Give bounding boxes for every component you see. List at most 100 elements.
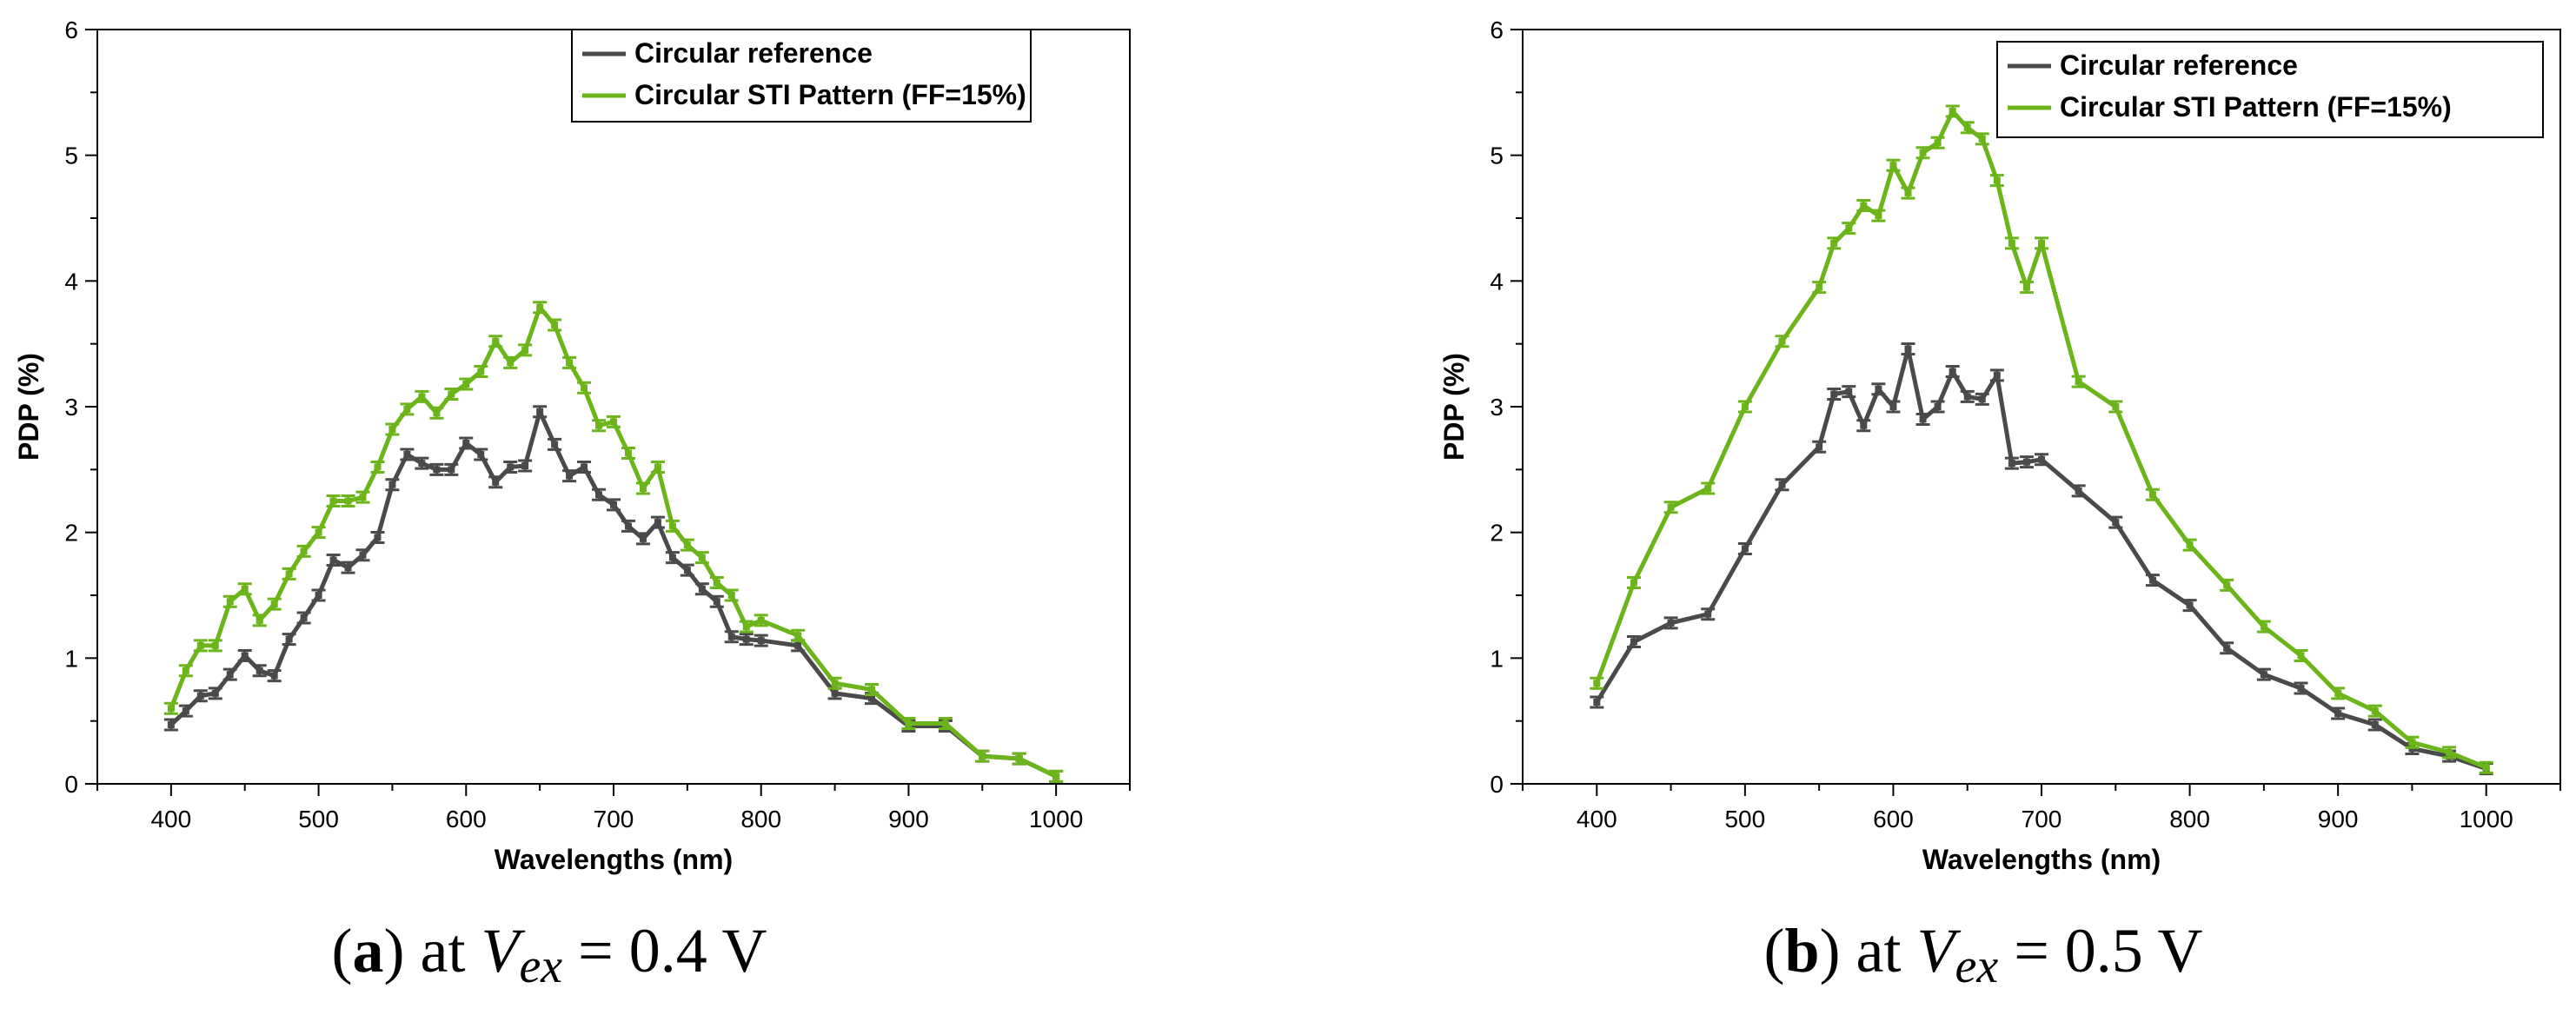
- data-point: [1904, 345, 1912, 353]
- data-point: [256, 667, 263, 674]
- data-point: [1741, 403, 1749, 410]
- data-point: [581, 463, 588, 471]
- data-point: [300, 547, 308, 555]
- y-tick-label: 4: [64, 268, 78, 295]
- data-point: [433, 409, 441, 417]
- data-point: [639, 485, 647, 493]
- data-point: [2008, 460, 2015, 468]
- legend: Circular reference Circular STI Pattern (…: [571, 29, 1032, 123]
- plot-frame: [1522, 29, 2561, 785]
- data-point: [448, 466, 455, 474]
- data-point: [1830, 239, 1838, 247]
- data-point: [794, 632, 802, 640]
- data-point: [1904, 189, 1912, 197]
- x-tick-label: 800: [2169, 806, 2210, 833]
- data-point: [1919, 149, 1927, 156]
- data-point: [462, 380, 470, 388]
- data-point: [1816, 443, 1823, 451]
- data-point: [1015, 755, 1023, 763]
- y-tick-label: 2: [1490, 520, 1504, 547]
- data-point: [1704, 485, 1712, 493]
- series-circular-sti-pattern: [163, 301, 1064, 783]
- caption-letter: a: [353, 916, 384, 985]
- x-tick-label: 700: [2022, 806, 2062, 833]
- data-point: [2022, 458, 2030, 466]
- data-point: [2482, 764, 2490, 772]
- data-point: [757, 637, 765, 645]
- data-point: [2260, 623, 2267, 631]
- data-point: [418, 393, 426, 401]
- x-tick-label: 400: [1577, 806, 1617, 833]
- data-point: [1704, 610, 1712, 618]
- data-point: [536, 303, 544, 311]
- data-point: [2334, 709, 2342, 717]
- data-point: [2075, 378, 2082, 386]
- series-line: [1595, 346, 2487, 772]
- data-point: [477, 450, 485, 458]
- caption: (a) at Vex = 0.4 V: [332, 916, 767, 993]
- caption-prefix: at: [404, 916, 481, 985]
- data-point: [1919, 415, 1927, 423]
- data-point: [1845, 388, 1853, 395]
- data-point: [1741, 545, 1749, 553]
- series-circular-reference: [1590, 342, 2493, 776]
- data-point: [196, 641, 204, 649]
- x-tick-label: 800: [740, 806, 781, 833]
- caption-subscript: ex: [519, 939, 562, 993]
- data-point: [211, 641, 219, 649]
- y-tick-label: 5: [1490, 143, 1504, 169]
- data-point: [683, 567, 691, 574]
- data-point: [941, 720, 949, 727]
- y-axis-title: PDP (%): [13, 353, 44, 461]
- data-point: [507, 463, 515, 471]
- data-point: [2148, 576, 2156, 584]
- data-point: [1978, 135, 1986, 143]
- legend: Circular reference Circular STI Pattern (…: [1996, 41, 2544, 138]
- plot-frame: [96, 29, 1131, 785]
- data-point: [2371, 721, 2379, 729]
- y-tick-label: 6: [64, 17, 78, 43]
- data-point: [182, 667, 189, 674]
- data-point: [315, 528, 322, 536]
- data-point: [1889, 162, 1897, 169]
- caption-prefix: at: [1841, 916, 1917, 985]
- data-point: [211, 689, 219, 697]
- x-tick-label: 600: [446, 806, 487, 833]
- data-point: [2334, 689, 2342, 697]
- data-point: [403, 450, 411, 458]
- data-point: [1593, 698, 1601, 706]
- data-point: [654, 463, 661, 471]
- y-axis-title: PDP (%): [1438, 353, 1470, 461]
- data-point: [2260, 671, 2267, 679]
- caption-value: = 0.5 V: [1998, 916, 2202, 985]
- x-tick-label: 900: [888, 806, 929, 833]
- legend-box: [571, 29, 1032, 123]
- caption-variable: V: [481, 916, 525, 985]
- data-point: [2297, 685, 2305, 693]
- data-point: [2297, 652, 2305, 660]
- data-point: [727, 633, 735, 640]
- legend-item: Circular reference: [582, 37, 873, 69]
- data-point: [868, 694, 875, 702]
- caption-paren: ): [384, 916, 405, 985]
- chart-b: 400 500 600 700 800 900 1000 0 1 2 3 4 5 6 Wavelengths…: [1438, 17, 2561, 993]
- data-point: [610, 418, 617, 426]
- legend-label: Circular reference: [2060, 50, 2298, 81]
- data-point: [182, 707, 189, 715]
- caption-subscript: ex: [1955, 939, 1998, 993]
- caption-value: = 0.4 V: [562, 916, 767, 985]
- data-point: [359, 494, 367, 501]
- data-point: [241, 585, 249, 593]
- y-tick-label: 4: [1490, 268, 1504, 295]
- data-point: [2223, 581, 2231, 589]
- data-point: [1993, 176, 2001, 184]
- data-point: [742, 635, 750, 643]
- data-point: [2075, 487, 2082, 494]
- y-tick-label: 6: [1490, 17, 1504, 43]
- data-point: [241, 652, 249, 660]
- data-point: [374, 534, 382, 541]
- legend-label: Circular STI Pattern (FF=15%): [634, 79, 1026, 110]
- data-point: [595, 491, 603, 499]
- data-point: [1630, 638, 1637, 646]
- caption-paren: (: [1764, 916, 1785, 985]
